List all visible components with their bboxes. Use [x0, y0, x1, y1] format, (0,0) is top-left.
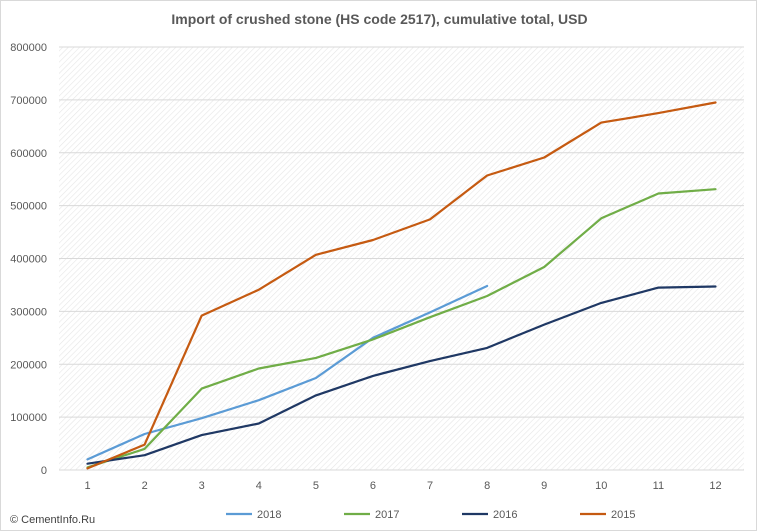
legend-label-2017: 2017 — [375, 509, 399, 521]
watermark: © CementInfo.Ru — [10, 514, 96, 526]
series-line-2016 — [86, 285, 717, 465]
y-tick-label: 100000 — [10, 412, 47, 424]
series-line-2015 — [86, 101, 717, 470]
y-tick-label: 700000 — [10, 95, 47, 107]
chart-title: Import of crushed stone (HS code 2517), … — [171, 11, 588, 27]
x-tick-label: 12 — [709, 480, 721, 492]
y-tick-label: 0 — [41, 465, 47, 477]
y-tick-label: 500000 — [10, 201, 47, 213]
y-tick-label: 400000 — [10, 254, 47, 266]
x-tick-label: 2 — [142, 480, 148, 492]
series-line-2017 — [86, 188, 717, 469]
legend-label-2016: 2016 — [493, 509, 517, 521]
legend-label-2015: 2015 — [611, 509, 635, 521]
series-line-2018 — [86, 284, 489, 461]
x-tick-label: 10 — [595, 480, 607, 492]
y-tick-label: 800000 — [10, 42, 47, 54]
x-tick-label: 7 — [427, 480, 433, 492]
y-tick-label: 200000 — [10, 359, 47, 371]
x-tick-label: 3 — [199, 480, 205, 492]
x-tick-label: 8 — [484, 480, 490, 492]
y-tick-label: 600000 — [10, 148, 47, 160]
x-tick-label: 6 — [370, 480, 376, 492]
x-tick-label: 4 — [256, 480, 262, 492]
y-tick-label: 300000 — [10, 306, 47, 318]
x-tick-label: 11 — [653, 480, 664, 492]
legend-label-2018: 2018 — [257, 509, 281, 521]
x-tick-label: 1 — [84, 480, 90, 492]
x-tick-label: 5 — [313, 480, 319, 492]
x-tick-label: 9 — [541, 480, 547, 492]
